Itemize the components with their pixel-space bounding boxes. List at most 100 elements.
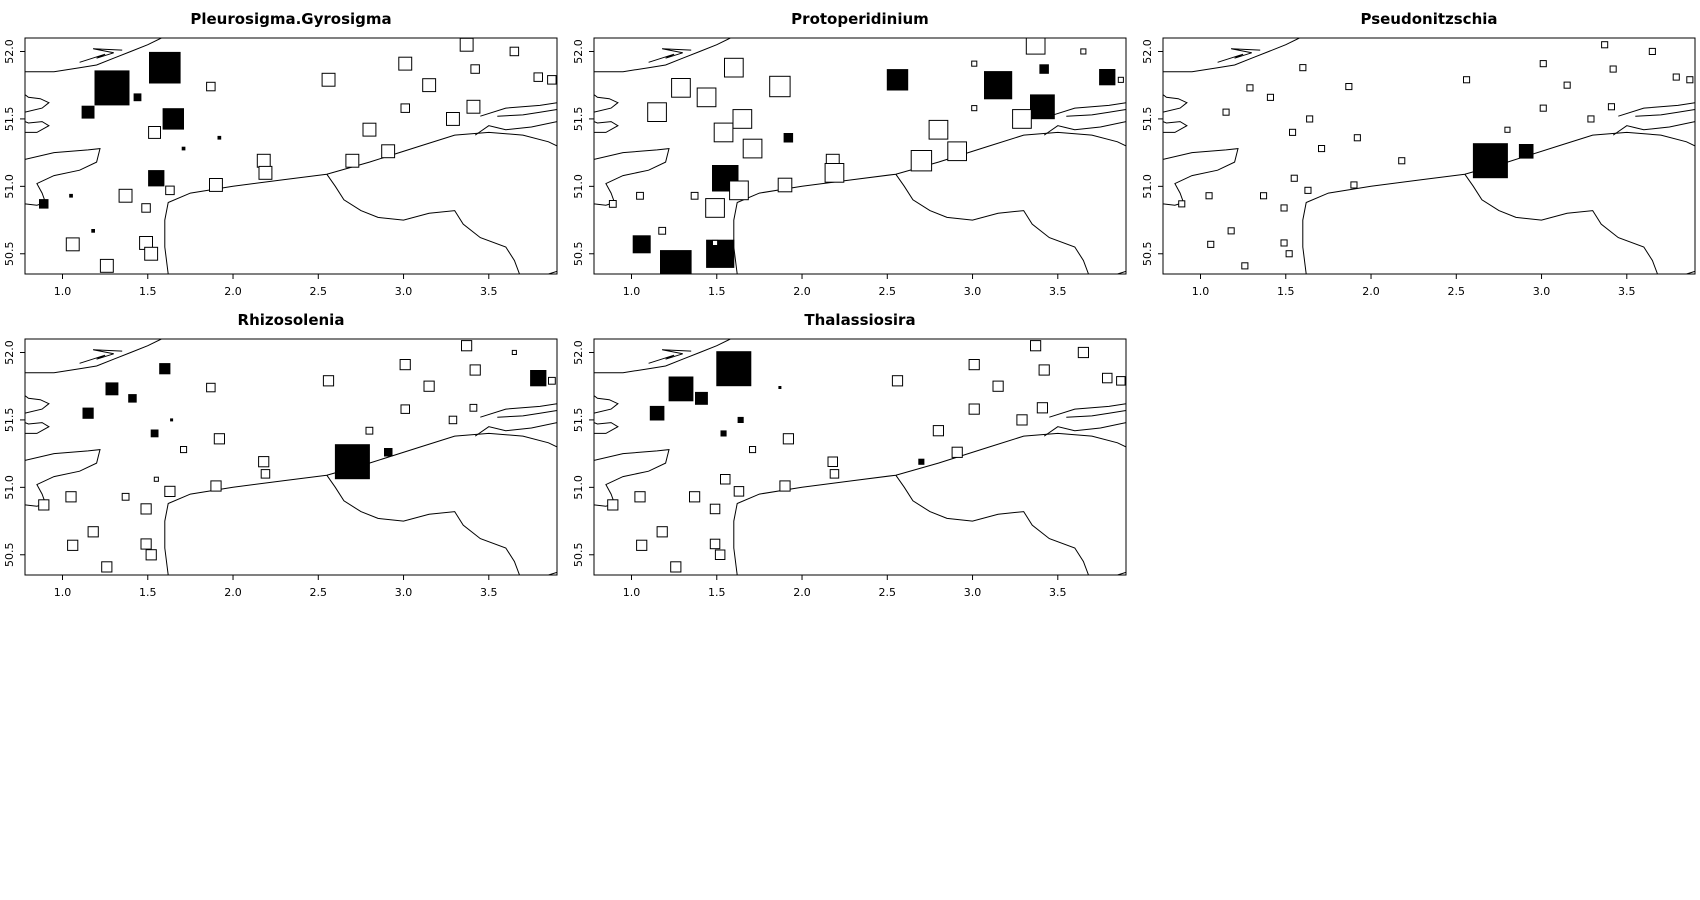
bubble-positive — [38, 499, 50, 511]
bubble-positive — [1077, 346, 1090, 359]
bubble-positive — [140, 538, 152, 550]
coastline — [594, 395, 619, 414]
bubble-positive — [365, 426, 374, 435]
coastline — [1464, 173, 1658, 274]
coastline — [648, 48, 692, 63]
bubble-positive — [656, 526, 668, 538]
bubble-positive — [1285, 250, 1293, 258]
y-tick-label: 51.0 — [572, 174, 585, 199]
bubble-positive — [1672, 73, 1680, 81]
bubble-positive — [548, 376, 556, 385]
bubble-positive — [634, 491, 646, 503]
bubble-negative — [105, 382, 119, 396]
bubble-positive — [689, 491, 701, 503]
panel-3: Pseudonitzschia 1.0 1.5 2.0 2.5 3.0 3.5 50.5 51.… — [1141, 10, 1696, 298]
bubble-negative — [695, 391, 708, 405]
bubble-positive — [1227, 227, 1235, 235]
coastline — [1635, 109, 1695, 117]
bubble-negative — [81, 105, 95, 119]
bubble-positive — [206, 81, 216, 92]
bubble-positive — [1036, 402, 1049, 414]
bubble-positive — [1178, 200, 1186, 208]
bubble-positive — [99, 258, 114, 273]
bubble-positive — [422, 78, 437, 93]
bubble-positive — [1102, 372, 1113, 384]
bubble-negative — [384, 448, 393, 457]
bubble-positive — [165, 185, 175, 196]
bubble-negative — [334, 444, 370, 480]
x-tick-label: 1.5 — [708, 586, 726, 599]
x-tick-label: 2.0 — [224, 586, 242, 599]
map-area — [1163, 38, 1695, 274]
y-tick-label: 51.5 — [1141, 107, 1154, 131]
bubble-positive — [1601, 41, 1609, 49]
bubble-positive — [709, 538, 721, 550]
y-tick-label: 50.5 — [572, 543, 585, 568]
bubble-positive — [1205, 192, 1213, 200]
bubble-positive — [1012, 109, 1032, 129]
coastline — [1066, 109, 1126, 117]
y-tick-label: 51.5 — [572, 107, 585, 131]
bubble-negative — [128, 394, 137, 403]
bubble-positive — [829, 469, 840, 479]
coastline — [326, 173, 520, 274]
y-tick-label: 51.0 — [3, 475, 16, 500]
bubble-negative — [706, 239, 735, 268]
bubble-positive — [180, 446, 188, 454]
y-tick-label: 52.0 — [1141, 39, 1154, 64]
panel-title: Thalassiosira — [804, 311, 915, 329]
bubble-positive — [1299, 64, 1307, 72]
panel-title: Pleurosigma.Gyrosigma — [190, 10, 391, 28]
y-tick-label: 50.5 — [1141, 242, 1154, 267]
bubble-positive — [547, 75, 557, 85]
bubble-positive — [1266, 93, 1275, 101]
bubble-positive — [992, 380, 1004, 392]
bubble-positive — [951, 446, 963, 458]
x-tick-label: 2.0 — [793, 285, 811, 298]
bubble-negative — [737, 416, 744, 423]
map-area — [594, 339, 1126, 575]
bubble-negative — [149, 51, 181, 84]
bubble-positive — [345, 153, 360, 168]
bubble-positive — [705, 198, 725, 218]
x-tick-label: 3.0 — [1533, 285, 1551, 298]
bubble-negative — [91, 229, 96, 233]
coastline — [25, 395, 50, 414]
coastline — [25, 121, 50, 133]
bubble-positive — [1207, 240, 1215, 248]
bubble-positive — [1463, 76, 1471, 84]
bubble-positive — [910, 150, 933, 172]
bubble-positive — [749, 446, 757, 454]
bubble-positive — [720, 474, 731, 485]
x-tick-label: 3.5 — [1618, 285, 1636, 298]
x-tick-label: 3.0 — [395, 586, 413, 599]
bubble-negative — [1030, 94, 1055, 120]
coastline — [79, 349, 123, 364]
bubble-positive — [144, 246, 159, 261]
y-tick-label: 52.0 — [572, 340, 585, 365]
y-tick-label: 50.5 — [3, 543, 16, 568]
coastline — [594, 449, 670, 507]
bubble-positive — [509, 46, 520, 57]
coastline — [733, 432, 1126, 575]
x-tick-label: 3.5 — [1049, 285, 1067, 298]
bubble-negative — [1039, 64, 1049, 74]
bubble-positive — [647, 102, 667, 123]
x-tick-label: 1.0 — [623, 586, 641, 599]
bubble-positive — [779, 480, 791, 492]
bubble-positive — [141, 203, 151, 213]
x-tick-label: 2.0 — [224, 285, 242, 298]
bubble-positive — [1398, 157, 1406, 165]
bubble-positive — [121, 492, 130, 501]
bubble-positive — [470, 64, 480, 74]
coastline — [594, 422, 619, 434]
coastline — [25, 422, 50, 434]
bubble-positive — [968, 359, 980, 371]
bubble-positive — [729, 180, 749, 201]
x-tick-label: 2.5 — [310, 586, 328, 599]
bubble-positive — [213, 433, 226, 445]
bubble-positive — [891, 375, 904, 387]
bubble-positive — [1280, 204, 1288, 212]
bubble-positive — [258, 456, 270, 468]
panel-4: Rhizosolenia 1.0 1.5 2.0 2.5 3.0 3.5 50.5 51.0 51… — [3, 311, 558, 599]
